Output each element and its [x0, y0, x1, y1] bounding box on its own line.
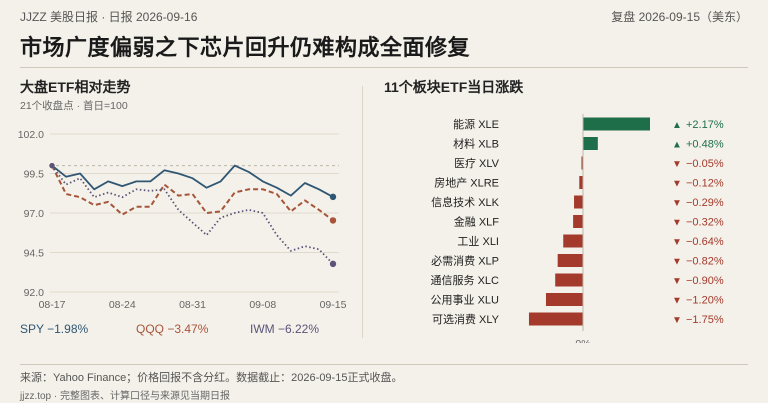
- bar-category-label: 工业 XLI: [457, 235, 499, 248]
- y-tick-label: 102.0: [18, 129, 44, 141]
- bar: [528, 312, 583, 326]
- bar-marker-icon: ▲: [672, 120, 682, 131]
- bar-marker-icon: ▼: [672, 179, 682, 190]
- bar-marker-icon: ▼: [672, 315, 682, 326]
- series-start-point-iwm: [49, 163, 55, 169]
- bottom-divider: [20, 364, 748, 365]
- bar: [583, 137, 598, 150]
- legend-spy: SPY −1.98%: [20, 322, 89, 336]
- bar-marker-icon: ▼: [672, 257, 682, 268]
- bar-value-label: −0.12%: [686, 178, 724, 190]
- bar-category-label: 能源 XLE: [453, 117, 499, 131]
- bar-marker-icon: ▼: [672, 296, 682, 307]
- x-tick-label: 08-24: [109, 299, 136, 311]
- bar-marker-icon: ▲: [672, 140, 682, 151]
- panel-separator: [362, 86, 363, 338]
- bar-category-label: 必需消费 XLP: [431, 254, 499, 268]
- bar: [579, 176, 583, 189]
- series-end-point-spy: [329, 193, 337, 201]
- y-tick-label: 94.5: [24, 248, 45, 260]
- bar-value-label: −0.32%: [686, 217, 724, 229]
- bar-category-label: 材料 XLB: [453, 137, 499, 151]
- bar: [545, 293, 583, 306]
- bar-value-label: −0.64%: [686, 236, 724, 248]
- bar-value-label: +2.17%: [686, 119, 724, 131]
- x-tick-label: 09-15: [320, 299, 347, 311]
- bar-value-label: −0.90%: [686, 275, 724, 287]
- bar-value-label: −0.05%: [686, 158, 724, 170]
- series-line-spy: [51, 164, 334, 198]
- bar-chart: 能源 XLE ▲ +2.17% 材料 XLB ▲ +0.48% 医疗 XLV ▼ −0.05% 房…: [431, 114, 724, 343]
- bar-marker-icon: ▼: [672, 198, 682, 209]
- bar-marker-icon: ▼: [672, 218, 682, 229]
- bar-marker-icon: ▼: [672, 159, 682, 170]
- series-line-qqq: [51, 165, 334, 222]
- bar: [574, 195, 583, 209]
- zero-axis-label: 0%: [575, 338, 590, 343]
- bar-value-label: −1.75%: [686, 314, 724, 326]
- bar-marker-icon: ▼: [672, 237, 682, 248]
- bar: [557, 254, 583, 267]
- bar-category-label: 通信服务 XLC: [431, 274, 500, 287]
- bar: [581, 156, 583, 170]
- bar-category-label: 医疗 XLV: [454, 156, 500, 170]
- y-tick-label: 97.0: [24, 208, 45, 220]
- bar-value-label: −0.29%: [686, 197, 724, 209]
- x-tick-label: 08-31: [179, 299, 206, 311]
- bar-value-label: −1.20%: [686, 295, 724, 307]
- header-right: 复盘 2026-09-15（美东）: [611, 10, 748, 24]
- bar: [563, 234, 583, 248]
- bar: [573, 215, 583, 228]
- bar-category-label: 金融 XLF: [454, 215, 500, 229]
- site-note: jjzz.top · 完整图表、计算口径与来源见当期日报: [20, 391, 231, 402]
- bar-value-label: +0.48%: [686, 139, 724, 151]
- legend-qqq: QQQ −3.47%: [136, 322, 209, 336]
- bar-marker-icon: ▼: [672, 276, 682, 287]
- legend-iwm: IWM −6.22%: [250, 322, 320, 336]
- series-end-point-qqq: [329, 217, 337, 224]
- bar: [555, 273, 583, 287]
- header-left: JJZZ 美股日报 · 日报 2026-09-16: [20, 10, 198, 24]
- y-tick-label: 92.0: [24, 287, 45, 299]
- bar-chart-title: 11个板块ETF当日涨跌: [384, 79, 524, 95]
- top-divider: [20, 67, 748, 68]
- series-line-iwm: [51, 165, 334, 265]
- series-end-point-iwm: [329, 260, 337, 268]
- x-tick-label: 09-08: [249, 299, 276, 311]
- y-tick-label: 99.5: [24, 169, 45, 181]
- bar: [583, 117, 650, 131]
- bar-value-label: −0.82%: [686, 256, 724, 268]
- source-note: 来源：Yahoo Finance；价格回报不含分红。数据截止：2026-09-1…: [20, 372, 403, 384]
- x-tick-label: 08-17: [39, 299, 66, 311]
- line-chart: 102.0 99.5 97.0 94.5 92.008-17 08-24 08-31 09-0…: [18, 129, 347, 311]
- bar-category-label: 可选消费 XLY: [432, 312, 500, 326]
- bar-category-label: 公用事业 XLU: [431, 294, 500, 307]
- line-chart-subtitle: 21个收盘点 · 首日=100: [20, 100, 128, 112]
- bar-category-label: 信息技术 XLK: [431, 195, 500, 209]
- line-chart-title: 大盘ETF相对走势: [20, 79, 131, 95]
- page-title: 市场广度偏弱之下芯片回升仍难构成全面修复: [20, 35, 471, 60]
- bar-category-label: 房地产 XLRE: [434, 176, 499, 190]
